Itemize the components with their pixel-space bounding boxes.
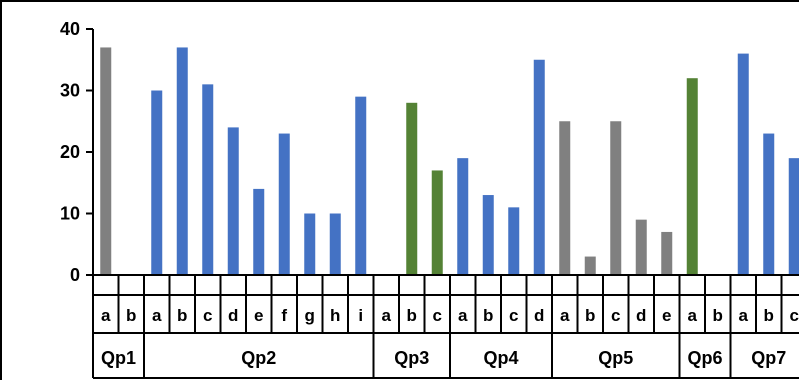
category-label: c (203, 306, 212, 325)
group-label: Qp3 (394, 348, 429, 368)
category-label: d (636, 306, 646, 325)
category-label: a (101, 306, 111, 325)
bar-qp5-e (661, 231, 673, 275)
bar-qp3-b (406, 102, 418, 275)
bar-qp2-g (304, 213, 316, 275)
bar-qp5-b (584, 256, 596, 275)
y-axis: 0 10 20 30 40 (60, 19, 93, 285)
category-label: a (739, 306, 749, 325)
category-label: a (152, 306, 162, 325)
group-label: Qp5 (598, 348, 633, 368)
category-label: b (407, 306, 417, 325)
bar-qp2-e (253, 188, 265, 275)
bar-qp5-d (635, 219, 647, 275)
category-label: c (611, 306, 620, 325)
category-label: b (126, 306, 136, 325)
category-label: g (305, 306, 315, 325)
category-label: b (177, 306, 187, 325)
group-label: Qp6 (687, 348, 722, 368)
category-label: b (764, 306, 774, 325)
category-label: a (382, 306, 392, 325)
category-label: c (433, 306, 442, 325)
bar-qp4-b (482, 195, 494, 275)
category-label: b (483, 306, 493, 325)
bar-qp3-c (431, 170, 443, 275)
category-label: a (458, 306, 468, 325)
bar-qp5-a (559, 121, 571, 275)
category-label: b (713, 306, 723, 325)
group-label: Qp4 (483, 348, 518, 368)
bar-qp2-d (227, 127, 239, 276)
group-labels: Qp1 Qp2 Qp3 Qp4 Qp5 Qp6 Qp7 (101, 348, 786, 368)
bar-qp4-d (533, 59, 545, 275)
bar-qp6-a (686, 78, 698, 275)
y-tick-label: 40 (60, 19, 80, 39)
bar-qp7-c (788, 158, 799, 275)
bar-qp2-a (151, 90, 163, 275)
category-label: i (358, 306, 363, 325)
category-label: a (560, 306, 570, 325)
bar-qp2-h (329, 213, 341, 275)
category-label: h (330, 306, 340, 325)
y-tick-label: 30 (60, 81, 80, 101)
bar-qp1-a (100, 47, 112, 276)
y-tick-label: 0 (70, 265, 80, 285)
bar-qp4-a (457, 158, 469, 275)
y-tick-label: 10 (60, 204, 80, 224)
category-label: e (662, 306, 671, 325)
group-label: Qp2 (241, 348, 276, 368)
bar-qp7-b (763, 133, 775, 275)
bar-qp2-c (202, 84, 214, 275)
y-tick-label: 20 (60, 142, 80, 162)
category-label: c (790, 306, 799, 325)
bars (100, 47, 799, 276)
category-label: b (585, 306, 595, 325)
category-label: f (281, 306, 287, 325)
bar-qp2-i (355, 96, 367, 276)
category-label: a (688, 306, 698, 325)
bar-qp5-c (610, 121, 622, 275)
category-label: e (254, 306, 263, 325)
category-label: d (534, 306, 544, 325)
bar-qp7-a (737, 53, 749, 275)
bar-qp2-f (278, 133, 290, 275)
category-label: d (228, 306, 238, 325)
group-label: Qp1 (101, 348, 136, 368)
bar-qp4-c (508, 207, 520, 275)
group-label: Qp7 (751, 348, 786, 368)
category-label: c (509, 306, 518, 325)
bar-qp2-b (176, 47, 188, 276)
